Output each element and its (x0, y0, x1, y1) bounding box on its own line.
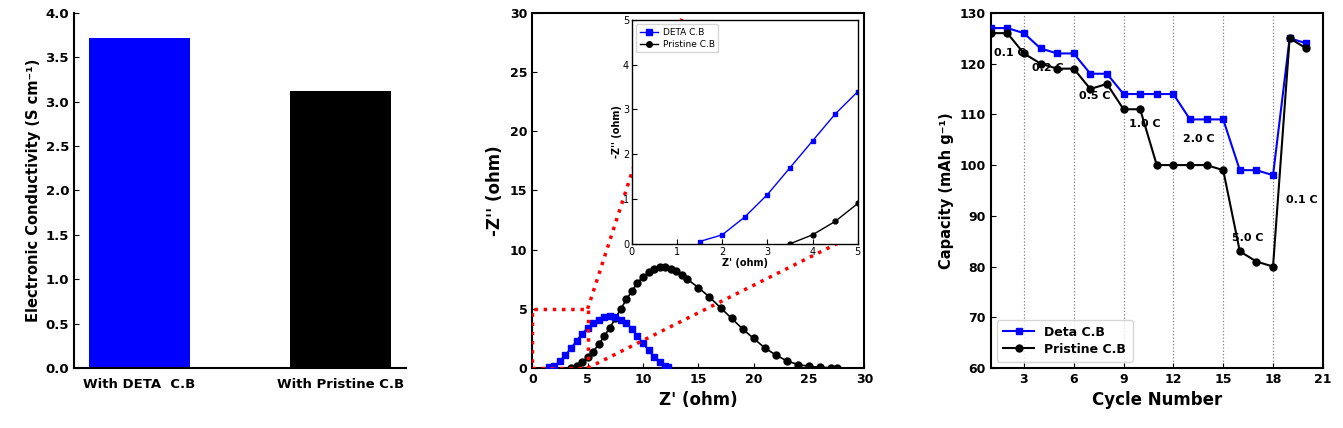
Deta C.B (1033, 46, 1049, 51)
Deta C.B (1299, 41, 1315, 46)
Pristine C.B (1249, 259, 1265, 264)
Pristine C.B (1182, 163, 1198, 168)
Pristine C.B (1215, 168, 1232, 173)
X-axis label: Z' (ohm): Z' (ohm) (659, 392, 737, 410)
Pristine C.B (1116, 107, 1132, 112)
Deta C.B (983, 26, 999, 31)
Bar (89, 38, 189, 368)
Deta C.B (1166, 92, 1182, 97)
Pristine C.B (1265, 264, 1281, 269)
Deta C.B (1049, 51, 1065, 56)
Pristine C.B (983, 30, 999, 36)
Bar (290, 91, 391, 368)
Pristine C.B (1033, 61, 1049, 66)
Pristine C.B (1281, 36, 1297, 41)
Pristine C.B (1299, 46, 1315, 51)
Pristine C.B (1049, 66, 1065, 71)
Pristine C.B (1065, 66, 1081, 71)
Text: 2.0 C: 2.0 C (1183, 134, 1215, 144)
Deta C.B (999, 26, 1015, 31)
Text: 0.5 C: 0.5 C (1078, 91, 1111, 101)
Pristine C.B (999, 30, 1015, 36)
Deta C.B (1132, 92, 1148, 97)
Deta C.B (1116, 92, 1132, 97)
Pristine C.B (1082, 86, 1099, 92)
Pristine C.B (1099, 81, 1115, 86)
Line: Deta C.B: Deta C.B (987, 24, 1309, 179)
Deta C.B (1148, 92, 1164, 97)
Deta C.B (1065, 51, 1081, 56)
Deta C.B (1232, 168, 1248, 173)
Pristine C.B (1198, 163, 1214, 168)
Deta C.B (1198, 117, 1214, 122)
Text: 5.0 C: 5.0 C (1232, 233, 1262, 243)
Y-axis label: Electronic Conductivity (S cm⁻¹): Electronic Conductivity (S cm⁻¹) (27, 59, 42, 322)
Pristine C.B (1232, 249, 1248, 254)
Y-axis label: -Z'' (ohm): -Z'' (ohm) (486, 145, 505, 236)
Y-axis label: Capacity (mAh g⁻¹): Capacity (mAh g⁻¹) (939, 112, 954, 269)
Pristine C.B (1015, 51, 1031, 56)
Deta C.B (1015, 30, 1031, 36)
Pristine C.B (1166, 163, 1182, 168)
Deta C.B (1265, 172, 1281, 178)
Text: 1.0 C: 1.0 C (1128, 119, 1160, 129)
Deta C.B (1281, 36, 1297, 41)
Pristine C.B (1132, 107, 1148, 112)
Legend: Deta C.B, Pristine C.B: Deta C.B, Pristine C.B (997, 320, 1132, 362)
Deta C.B (1249, 168, 1265, 173)
Text: 0.2 C: 0.2 C (1033, 63, 1064, 73)
Pristine C.B (1148, 163, 1164, 168)
Text: 0.1 C: 0.1 C (1287, 195, 1317, 205)
Deta C.B (1182, 117, 1198, 122)
X-axis label: Cycle Number: Cycle Number (1092, 392, 1222, 410)
Deta C.B (1082, 71, 1099, 76)
Line: Pristine C.B: Pristine C.B (987, 30, 1309, 270)
Deta C.B (1215, 117, 1232, 122)
Deta C.B (1099, 71, 1115, 76)
Text: 0.1 C: 0.1 C (994, 48, 1026, 58)
